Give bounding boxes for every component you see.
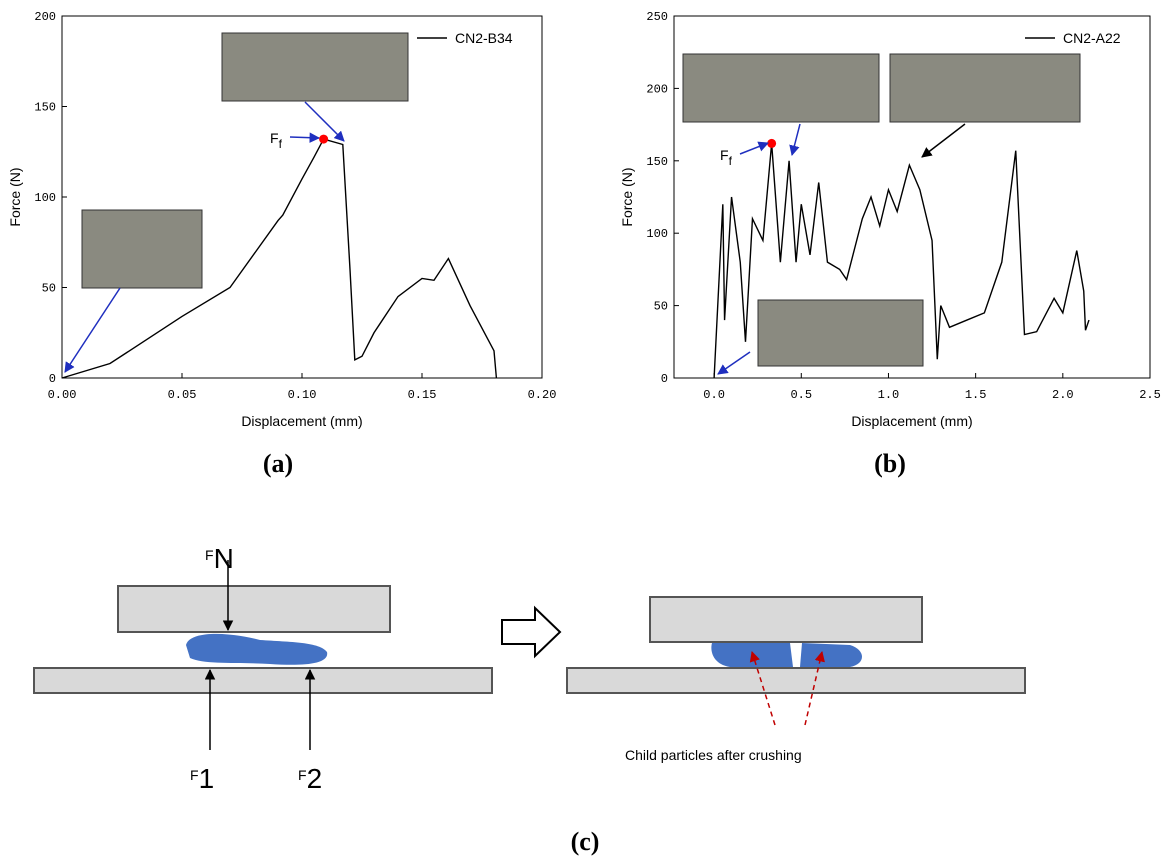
- y-tick-label: 200: [646, 82, 668, 96]
- y-tick-label: 0: [661, 372, 668, 386]
- caption: Child particles after crushing: [625, 747, 802, 763]
- force-label: F2: [298, 763, 322, 794]
- diagram: FN F1 F2 Child particles after crushing …: [33, 543, 1026, 856]
- x-tick-label: 0.5: [790, 388, 812, 402]
- x-tick-label: 0.05: [168, 388, 197, 402]
- pointer-arrows: [64, 101, 801, 375]
- photo: [81, 209, 203, 289]
- highlight-point: [767, 138, 777, 148]
- photo: [757, 299, 924, 367]
- x-tick-label: 2.5: [1139, 388, 1161, 402]
- x-tick-label: 0.0: [703, 388, 725, 402]
- panel-label: (a): [263, 449, 293, 478]
- x-tick-label: 1.5: [965, 388, 987, 402]
- x-tick-label: 0.15: [408, 388, 437, 402]
- data-line: [713, 143, 1090, 379]
- legend-label: CN2-B34: [455, 30, 513, 46]
- y-axis-label: Force (N): [7, 167, 23, 226]
- photo: [682, 53, 880, 123]
- x-tick-label: 0.10: [288, 388, 317, 402]
- y-tick-label: 150: [34, 101, 56, 115]
- annotation-arrow: [289, 132, 321, 143]
- legend-label: CN2-A22: [1063, 30, 1121, 46]
- y-tick-label: 50: [42, 282, 56, 296]
- x-tick-label: 2.0: [1052, 388, 1074, 402]
- y-tick-label: 250: [646, 10, 668, 24]
- highlight-point: [319, 134, 329, 144]
- y-tick-label: 0: [49, 372, 56, 386]
- y-tick-label: 200: [34, 10, 56, 24]
- y-tick-label: 100: [646, 227, 668, 241]
- annotation-main: F: [270, 130, 279, 146]
- data-line: [61, 138, 498, 379]
- panel-label: (b): [874, 449, 906, 478]
- x-tick-label: 0.00: [48, 388, 77, 402]
- x-axis-label: Displacement (mm): [851, 413, 972, 429]
- x-axis-label: Displacement (mm): [241, 413, 362, 429]
- y-tick-label: 100: [34, 191, 56, 205]
- annotation: Ff: [270, 130, 283, 151]
- annotation-main: F: [720, 147, 729, 163]
- panel-label: (c): [571, 827, 600, 856]
- photo: [889, 53, 1081, 123]
- photo: [221, 32, 409, 102]
- annotation-arrow: [739, 141, 769, 155]
- x-tick-label: 1.0: [878, 388, 900, 402]
- annotation-sub: f: [279, 137, 283, 151]
- force-label: F1: [190, 763, 214, 794]
- y-tick-label: 150: [646, 155, 668, 169]
- y-axis-label: Force (N): [619, 167, 635, 226]
- force-label: FN: [205, 543, 234, 574]
- plot-frame: [673, 15, 1151, 379]
- x-tick-label: 0.20: [528, 388, 557, 402]
- annotation: Ff: [720, 147, 733, 168]
- y-tick-label: 50: [654, 300, 668, 314]
- annotation-sub: f: [729, 154, 733, 168]
- pointer-arrow: [921, 123, 966, 158]
